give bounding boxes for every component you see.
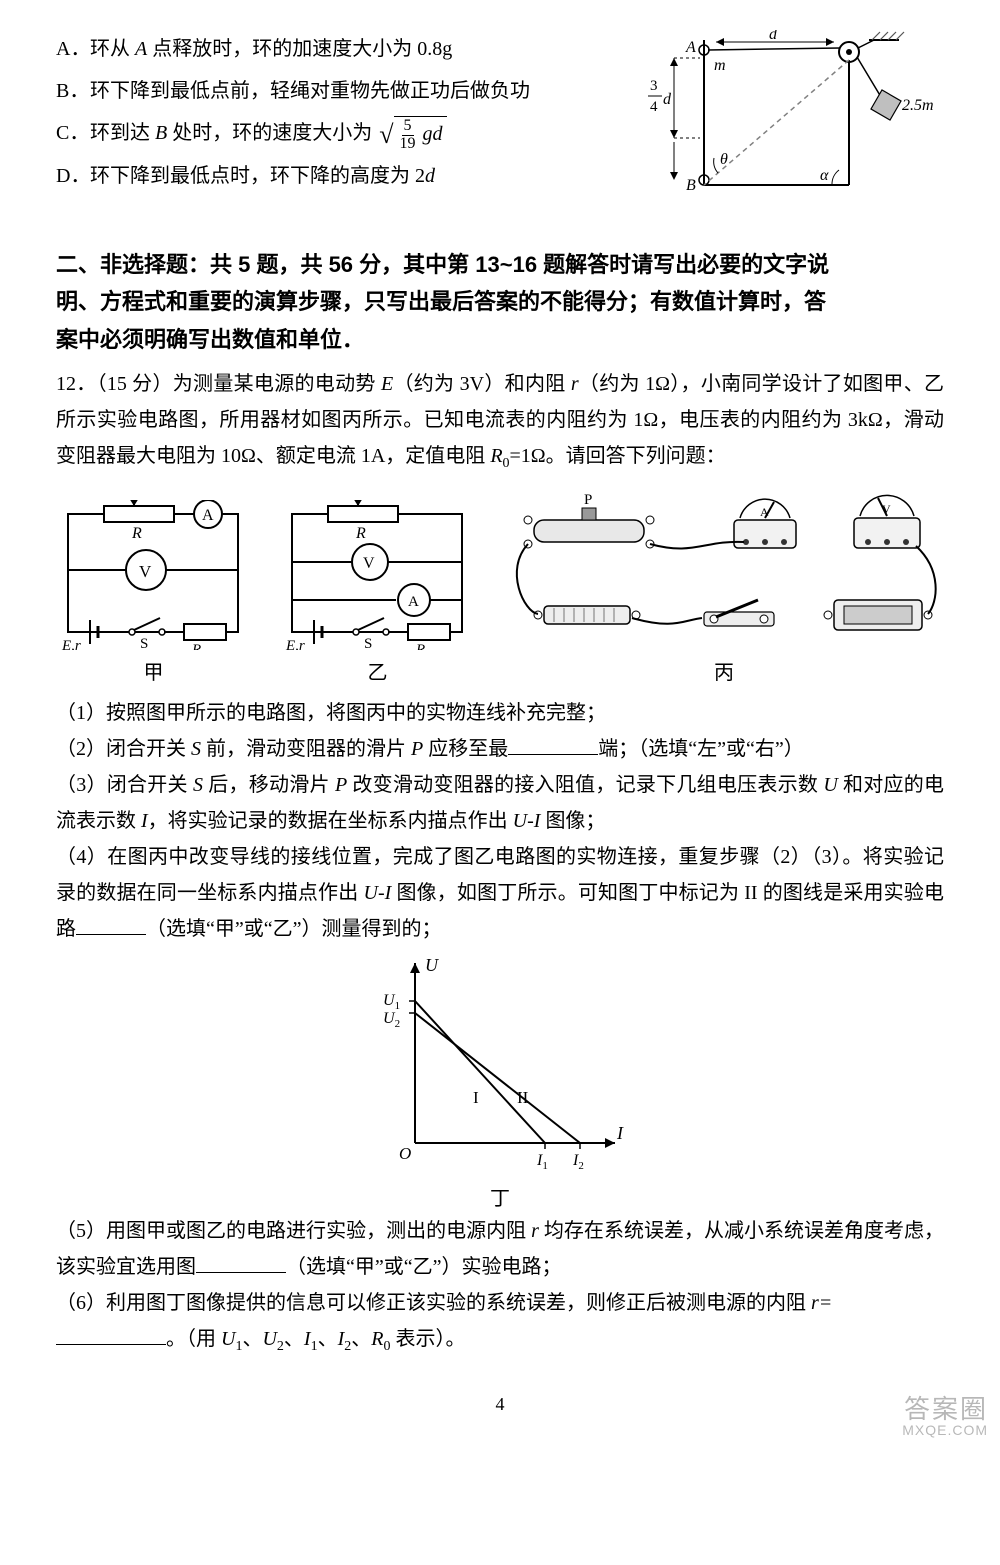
option-a: A． 环从 A 点释放时，环的加速度大小为 0.8g [56,30,636,68]
svg-text:U: U [425,955,439,975]
svg-text:I2: I2 [572,1152,584,1172]
label-ding: 丁 [56,1182,944,1211]
svg-text:S: S [140,636,148,650]
svg-text:V: V [363,555,375,572]
svg-text:R0: R0 [415,642,431,650]
svg-text:d: d [769,30,778,43]
svg-text:S: S [364,636,372,650]
svg-text:I: I [616,1123,624,1143]
q12-s2: （2）闭合开关 S 前，滑动变阻器的滑片 P 应移至最端；（选填“左”或“右”） [56,731,944,767]
svg-text:B: B [686,177,696,194]
svg-text:U1: U1 [383,992,400,1012]
label-jia: 甲 [56,656,251,685]
svg-text:I1: I1 [536,1152,548,1172]
q12-s6: （6）利用图丁图像提供的信息可以修正该实验的系统误差，则修正后被测电源的内阻 r… [56,1285,944,1359]
circuit-yi: R V A E,r S R0 [280,500,475,650]
svg-text:3: 3 [650,78,658,94]
option-d: D． 环下降到最低点时，环下降的高度为 2d [56,157,636,195]
label-yi: 乙 [280,656,475,685]
section-2-heading: 二、非选择题：共 5 题，共 56 分，其中第 13~16 题解答时请写出必要的… [56,246,944,358]
circuit-figures: R A V E,r S R0 [56,490,944,650]
svg-text:II: II [517,1088,529,1107]
option-c: C． 环到达 B 处时，环的速度大小为 √ 519 gd [56,114,636,153]
q12-s1: （1）按照图甲所示的电路图，将图丙中的实物连线补充完整； [56,695,944,731]
svg-text:α: α [820,167,829,184]
svg-text:O: O [399,1144,411,1163]
svg-text:4: 4 [650,99,658,115]
svg-text:U2: U2 [383,1010,400,1030]
svg-text:m: m [714,57,726,74]
q12-intro: 12．（15 分）为测量某电源的电动势 E（约为 3V）和内阻 r（约为 1Ω）… [56,366,944,476]
label-bing: 丙 [504,656,944,685]
svg-text:E,r: E,r [285,638,305,650]
svg-text:P: P [584,492,592,508]
svg-text:d: d [663,91,672,108]
svg-text:A: A [760,505,769,519]
apparatus-bing: P A V [504,490,944,650]
svg-text:R: R [355,525,366,542]
svg-text:A: A [685,39,696,56]
svg-text:2.5m: 2.5m [902,97,934,114]
svg-text:A: A [408,594,419,610]
q11-diagram: A B m d [644,30,944,200]
circuit-jia: R A V E,r S R0 [56,500,251,650]
svg-text:E,r: E,r [61,638,81,650]
svg-text:θ: θ [720,151,728,168]
svg-text:R0: R0 [191,642,207,650]
q12-s5: （5）用图甲或图乙的电路进行实验，测出的电源内阻 r 均存在系统误差，从减小系统… [56,1213,944,1285]
page-number: 4 [56,1394,944,1415]
svg-text:R: R [131,525,142,542]
q12-s3: （3）闭合开关 S 后，移动滑片 P 改变滑动变阻器的接入阻值，记录下几组电压表… [56,767,944,839]
svg-text:V: V [882,502,891,516]
watermark: 答案圈 MXQE.COM [902,1395,988,1439]
ui-graph: U I O U1 U2 I1 I2 I II [365,953,635,1173]
option-b: B． 环下降到最低点前，轻绳对重物先做正功后做负功 [56,72,636,110]
svg-text:I: I [473,1088,479,1107]
svg-text:A: A [202,507,214,524]
svg-text:V: V [139,562,152,581]
q12-s4: （4）在图丙中改变导线的接线位置，完成了图乙电路图的实物连接，重复步骤（2）（3… [56,839,944,947]
